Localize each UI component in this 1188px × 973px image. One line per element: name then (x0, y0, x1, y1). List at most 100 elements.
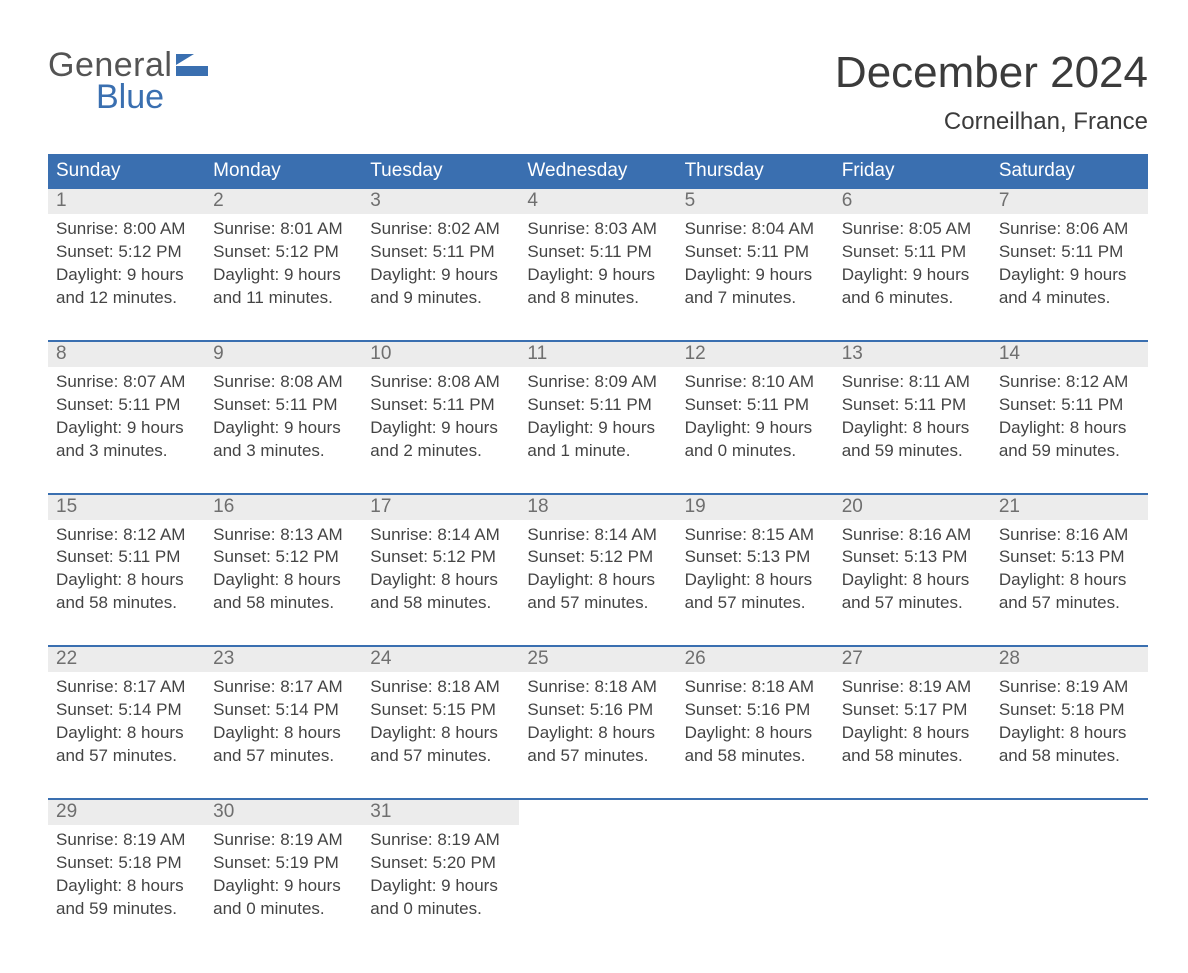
sunrise-line: Sunrise: 8:00 AM (56, 218, 197, 241)
daylight-line: and 4 minutes. (999, 287, 1140, 310)
daylight-line: Daylight: 8 hours (527, 722, 668, 745)
day-details-row: Sunrise: 8:19 AMSunset: 5:18 PMDaylight:… (48, 825, 1148, 933)
sunset-line: Sunset: 5:12 PM (213, 241, 354, 264)
daylight-line: Daylight: 8 hours (685, 569, 826, 592)
day-details: Sunrise: 8:18 AMSunset: 5:15 PMDaylight:… (362, 672, 519, 799)
day-details: Sunrise: 8:17 AMSunset: 5:14 PMDaylight:… (205, 672, 362, 799)
sunset-line: Sunset: 5:11 PM (56, 546, 197, 569)
day-details: Sunrise: 8:00 AMSunset: 5:12 PMDaylight:… (48, 214, 205, 341)
sunrise-line: Sunrise: 8:19 AM (56, 829, 197, 852)
day-number: 14 (991, 342, 1148, 367)
day-details: Sunrise: 8:07 AMSunset: 5:11 PMDaylight:… (48, 367, 205, 494)
daylight-line: Daylight: 9 hours (370, 264, 511, 287)
daylight-line: and 3 minutes. (213, 440, 354, 463)
daylight-line: and 6 minutes. (842, 287, 983, 310)
flag-icon (176, 48, 208, 82)
sunrise-line: Sunrise: 8:08 AM (370, 371, 511, 394)
day-number: 16 (205, 495, 362, 520)
sunset-line: Sunset: 5:18 PM (56, 852, 197, 875)
sunset-line: Sunset: 5:11 PM (370, 394, 511, 417)
day-details: Sunrise: 8:08 AMSunset: 5:11 PMDaylight:… (362, 367, 519, 494)
sunrise-line: Sunrise: 8:07 AM (56, 371, 197, 394)
day-details-row: Sunrise: 8:17 AM Sunset: 5:14 PM Daylight:… (48, 672, 1148, 799)
daylight-line: Daylight: 9 hours (527, 417, 668, 440)
empty-cell (677, 800, 834, 825)
daylight-line: and 57 minutes. (213, 745, 354, 768)
daylight-line: Daylight: 8 hours (842, 569, 983, 592)
empty-cell (991, 825, 1148, 933)
daylight-line: and 3 minutes. (56, 440, 197, 463)
day-number: 29 (48, 800, 205, 825)
daylight-line: and 58 minutes. (370, 592, 511, 615)
day-number: 7 (991, 189, 1148, 214)
day-header-row: Sunday Monday Tuesday Wednesday Thursday… (48, 154, 1148, 189)
sunset-line: Sunset: 5:11 PM (370, 241, 511, 264)
daylight-line: and 57 minutes. (527, 745, 668, 768)
day-number: 13 (834, 342, 991, 367)
sunset-line: Sunset: 5:14 PM (213, 699, 354, 722)
sunrise-line: Sunrise: 8:19 AM (842, 676, 983, 699)
sunset-line: Sunset: 5:11 PM (685, 394, 826, 417)
sunset-line: Sunset: 5:11 PM (842, 394, 983, 417)
sunrise-line: Sunrise: 8:15 AM (685, 524, 826, 547)
day-number: 4 (519, 189, 676, 214)
sunrise-line: Sunrise: 8:08 AM (213, 371, 354, 394)
day-details: Sunrise: 8:12 AMSunset: 5:11 PMDaylight:… (991, 367, 1148, 494)
daylight-line: Daylight: 9 hours (685, 264, 826, 287)
sunrise-line: Sunrise: 8:19 AM (213, 829, 354, 852)
daylight-line: and 7 minutes. (685, 287, 826, 310)
day-header: Friday (834, 154, 991, 189)
day-details: Sunrise: 8:18 AMSunset: 5:16 PMDaylight:… (677, 672, 834, 799)
daylight-line: and 58 minutes. (213, 592, 354, 615)
sunrise-line: Sunrise: 8:17 AM (56, 676, 197, 699)
day-details-row: Sunrise: 8:00 AM Sunset: 5:12 PM Daylight:… (48, 214, 1148, 341)
sunrise-line: Sunrise: 8:03 AM (527, 218, 668, 241)
sunrise-line: Sunrise: 8:13 AM (213, 524, 354, 547)
daylight-line: and 57 minutes. (527, 592, 668, 615)
sunset-line: Sunset: 5:15 PM (370, 699, 511, 722)
daylight-line: Daylight: 8 hours (213, 569, 354, 592)
sunrise-line: Sunrise: 8:14 AM (370, 524, 511, 547)
sunrise-line: Sunrise: 8:04 AM (685, 218, 826, 241)
day-number-row: 293031 (48, 800, 1148, 825)
daylight-line: and 57 minutes. (56, 745, 197, 768)
day-details: Sunrise: 8:01 AMSunset: 5:12 PMDaylight:… (205, 214, 362, 341)
sunset-line: Sunset: 5:11 PM (56, 394, 197, 417)
sunset-line: Sunset: 5:11 PM (213, 394, 354, 417)
day-number: 12 (677, 342, 834, 367)
daylight-line: Daylight: 9 hours (213, 417, 354, 440)
daylight-line: Daylight: 8 hours (999, 417, 1140, 440)
day-number: 23 (205, 647, 362, 672)
sunset-line: Sunset: 5:17 PM (842, 699, 983, 722)
day-number: 3 (362, 189, 519, 214)
sunrise-line: Sunrise: 8:14 AM (527, 524, 668, 547)
sunrise-line: Sunrise: 8:19 AM (999, 676, 1140, 699)
daylight-line: and 1 minute. (527, 440, 668, 463)
day-number: 10 (362, 342, 519, 367)
sunrise-line: Sunrise: 8:18 AM (527, 676, 668, 699)
sunset-line: Sunset: 5:11 PM (999, 394, 1140, 417)
sunset-line: Sunset: 5:12 PM (370, 546, 511, 569)
day-details: Sunrise: 8:16 AMSunset: 5:13 PMDaylight:… (834, 520, 991, 647)
day-number-row: 15161718192021 (48, 495, 1148, 520)
sunrise-line: Sunrise: 8:16 AM (999, 524, 1140, 547)
daylight-line: Daylight: 8 hours (56, 875, 197, 898)
daylight-line: Daylight: 9 hours (999, 264, 1140, 287)
day-details: Sunrise: 8:02 AMSunset: 5:11 PMDaylight:… (362, 214, 519, 341)
sunset-line: Sunset: 5:11 PM (527, 241, 668, 264)
sunset-line: Sunset: 5:13 PM (999, 546, 1140, 569)
day-number-row: 22232425262728 (48, 647, 1148, 672)
empty-cell (519, 825, 676, 933)
daylight-line: Daylight: 9 hours (56, 264, 197, 287)
day-number: 15 (48, 495, 205, 520)
daylight-line: and 59 minutes. (56, 898, 197, 921)
sunrise-line: Sunrise: 8:12 AM (999, 371, 1140, 394)
day-details: Sunrise: 8:03 AMSunset: 5:11 PMDaylight:… (519, 214, 676, 341)
daylight-line: Daylight: 9 hours (370, 875, 511, 898)
daylight-line: Daylight: 8 hours (56, 569, 197, 592)
sunrise-line: Sunrise: 8:09 AM (527, 371, 668, 394)
day-header: Thursday (677, 154, 834, 189)
day-details: Sunrise: 8:14 AMSunset: 5:12 PMDaylight:… (362, 520, 519, 647)
sunset-line: Sunset: 5:11 PM (685, 241, 826, 264)
calendar-table: Sunday Monday Tuesday Wednesday Thursday… (48, 154, 1148, 933)
